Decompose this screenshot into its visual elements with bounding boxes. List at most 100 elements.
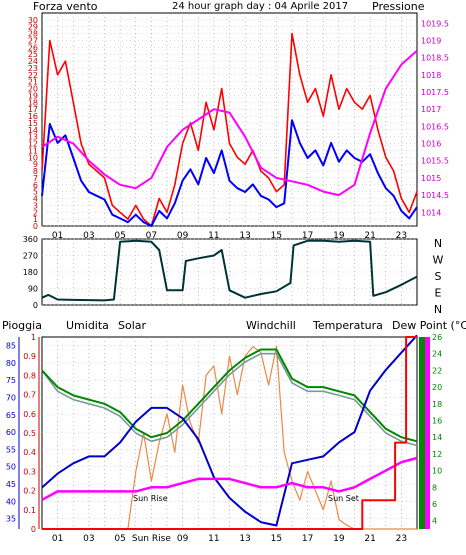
pressure-y-tick-label: 1014.5 xyxy=(421,191,449,200)
pressure-y-tick-label: 1019 xyxy=(421,36,441,45)
compass-label: W xyxy=(433,254,444,267)
wind-y-tick-label: 11 xyxy=(28,146,38,155)
wind-y-tick-label: 19 xyxy=(28,91,38,100)
bottom-panel-x-tick-label: 15 xyxy=(271,534,282,544)
bottom-panel-x-tick-label: Sun Rise xyxy=(132,534,171,544)
wind-y-tick-label: 17 xyxy=(28,105,38,114)
chart-title: 24 hour graph day : 04 Aprile 2017 xyxy=(172,1,348,12)
wind-y-tick-label: 12 xyxy=(28,140,38,149)
temperature-axis-bar xyxy=(419,337,425,529)
direction-y-tick-label: 0 xyxy=(33,301,38,310)
temperature-y-tick-label: 6 xyxy=(432,500,437,509)
pressure-y-tick-label: 1018.5 xyxy=(421,54,449,63)
humidity-y-tick-label: 70 xyxy=(6,394,16,403)
humidity-y-tick-label: 60 xyxy=(6,428,16,437)
pressure-y-tick-label: 1017.5 xyxy=(421,88,449,97)
wind-y-tick-label: 7 xyxy=(33,174,38,183)
humidity-y-tick-label: 80 xyxy=(6,359,16,368)
rain-y-tick-label: 0.9 xyxy=(23,352,36,361)
bottom-panel-x-tick-label: 23 xyxy=(396,534,407,544)
rain-y-tick-label: 0.8 xyxy=(23,371,36,380)
wind-gust-line xyxy=(41,32,418,227)
dewpoint-axis-bar xyxy=(425,337,430,529)
pressure-y-tick-label: 1015.5 xyxy=(421,157,449,166)
wind-y-tick-label: 16 xyxy=(28,112,38,121)
pressure-y-tick-label: 1014 xyxy=(421,208,441,217)
sunrise-annotation: Sun Rise xyxy=(133,494,168,503)
humidity-y-tick-label: 75 xyxy=(6,376,16,385)
temperature-y-tick-label: 8 xyxy=(432,483,437,492)
temperature-label: Temperatura xyxy=(312,319,383,332)
wind-panel-x-tick-label: 09 xyxy=(177,231,189,241)
rain-label: Pioggia xyxy=(2,319,42,332)
rain-y-tick-label: 1 xyxy=(31,333,36,342)
temperature-y-tick-label: 24 xyxy=(432,350,442,359)
bottom-panel-x-tick-label: 09 xyxy=(177,534,189,544)
humidity-y-tick-label: 65 xyxy=(6,411,16,420)
temperature-y-tick-label: 26 xyxy=(432,333,442,342)
sunset-annotation: Sun Set xyxy=(328,494,359,503)
wind-y-tick-label: 23 xyxy=(28,64,38,73)
wind-y-tick-label: 3 xyxy=(33,201,38,210)
direction-y-tick-label: 270 xyxy=(23,252,38,261)
wind-y-tick-label: 20 xyxy=(28,85,38,94)
wind-y-tick-label: 26 xyxy=(28,43,38,52)
compass-label: E xyxy=(435,287,442,300)
rain-y-tick-label: 0.5 xyxy=(23,429,36,438)
bottom-panel-x-tick-label: 11 xyxy=(208,534,219,544)
windchill-line xyxy=(41,352,418,447)
humidity-y-tick-label: 45 xyxy=(6,480,16,489)
humidity-y-tick-label: 40 xyxy=(6,497,16,506)
bottom-panel-x-tick-label: 01 xyxy=(52,534,63,544)
wind-average-line xyxy=(41,119,418,227)
rain-y-tick-label: 0.1 xyxy=(23,506,36,515)
rain-y-tick-label: 0.3 xyxy=(23,467,36,476)
temperature-y-tick-label: 20 xyxy=(432,383,442,392)
wind-panel-x-tick-label: 21 xyxy=(364,231,375,241)
wind-y-tick-label: 5 xyxy=(33,188,38,197)
wind-panel-x-tick-label: 05 xyxy=(114,231,125,241)
temperature-y-tick-label: 16 xyxy=(432,416,442,425)
bottom-panel-x-tick-label: 13 xyxy=(239,534,250,544)
temperature-y-tick-label: 4 xyxy=(432,517,437,526)
wind-y-tick-label: 6 xyxy=(33,181,38,190)
windchill-label: Windchill xyxy=(246,319,296,332)
wind-y-tick-label: 27 xyxy=(28,36,38,45)
wind-y-tick-label: 24 xyxy=(28,57,38,66)
bottom-panel-x-tick-label: 17 xyxy=(302,534,313,544)
humidity-y-tick-label: 85 xyxy=(6,342,16,351)
wind-panel-x-tick-label: 01 xyxy=(52,231,63,241)
wind-panel-x-tick-label: 11 xyxy=(208,231,219,241)
wind-panel-frame xyxy=(41,12,418,227)
bottom-panel-x-tick-label: 19 xyxy=(333,534,345,544)
temperature-y-tick-label: 22 xyxy=(432,366,442,375)
wind-y-tick-label: 0 xyxy=(33,222,38,231)
temperature-humidity-panel: 01 03 05 Sun Rise 09 11 13 15 17 19 21 233540455055… xyxy=(6,333,442,544)
wind-panel-x-tick-label: 17 xyxy=(302,231,313,241)
pressure-y-tick-label: 1017 xyxy=(421,105,441,114)
wind-direction-line xyxy=(41,239,418,302)
wind-y-tick-label: 14 xyxy=(28,126,38,135)
wind-y-tick-label: 8 xyxy=(33,167,38,176)
wind-y-tick-label: 30 xyxy=(28,16,38,25)
direction-y-tick-label: 180 xyxy=(23,268,38,277)
compass-label: N xyxy=(434,303,442,316)
wind-pressure-panel: 01 03 05 07 09 11 13 15 17 19 21 230123456789101112… xyxy=(28,12,449,241)
pressure-y-tick-label: 1016.5 xyxy=(421,122,449,131)
solar-label: Solar xyxy=(118,319,147,332)
rain-y-tick-label: 0.2 xyxy=(23,487,36,496)
wind-y-tick-label: 21 xyxy=(28,78,38,87)
wind-y-tick-label: 1 xyxy=(33,215,38,224)
temperature-y-tick-label: 14 xyxy=(432,433,442,442)
bottom-panel-x-tick-label: 05 xyxy=(114,534,125,544)
humidity-y-tick-label: 50 xyxy=(6,463,16,472)
wind-y-tick-label: 10 xyxy=(28,153,38,162)
temperature-y-tick-label: 10 xyxy=(432,467,442,476)
solar-line xyxy=(42,346,417,530)
dewpoint-line xyxy=(41,456,418,501)
compass-label: N xyxy=(434,237,442,250)
rain-y-tick-label: 0.4 xyxy=(23,448,36,457)
pressure-y-tick-label: 1018 xyxy=(421,71,441,80)
